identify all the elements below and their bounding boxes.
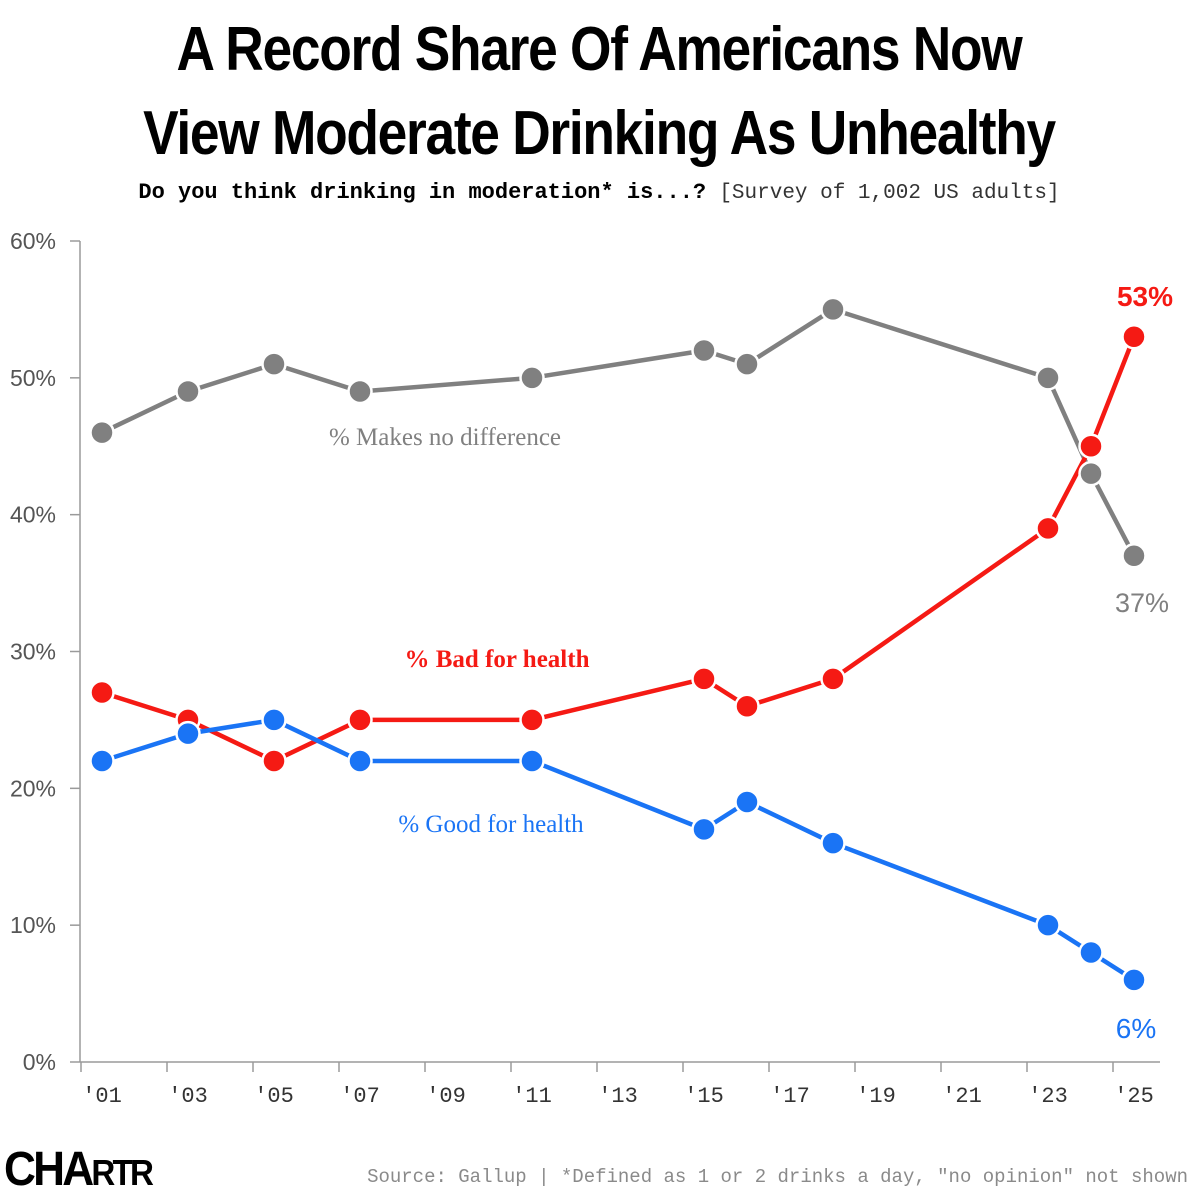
data-point xyxy=(734,351,760,377)
logo-text-large: CHA xyxy=(4,1143,94,1196)
data-point xyxy=(347,378,373,405)
data-point xyxy=(1035,912,1061,938)
series-end-label: 37% xyxy=(1115,588,1169,618)
data-point xyxy=(89,419,115,446)
data-point xyxy=(691,816,717,843)
y-tick-label: 50% xyxy=(10,365,56,391)
chart-title: A Record Share Of Americans Now View Mod… xyxy=(0,8,1198,175)
data-point xyxy=(820,666,846,692)
chartr-logo: CHARTR xyxy=(4,1142,154,1197)
x-tick-label: '19 xyxy=(856,1084,896,1109)
data-point xyxy=(175,378,201,405)
data-point xyxy=(734,789,760,815)
data-point xyxy=(261,707,287,733)
x-tick-label: '05 xyxy=(254,1084,294,1109)
y-tick-label: 20% xyxy=(10,775,56,801)
data-point xyxy=(1078,939,1104,966)
x-tick-label: '11 xyxy=(512,1084,552,1109)
data-point xyxy=(347,748,373,774)
y-tick-label: 30% xyxy=(10,639,56,665)
data-point xyxy=(1121,542,1147,569)
data-point xyxy=(820,830,846,856)
subtitle-note: [Survey of 1,002 US adults] xyxy=(719,182,1060,205)
y-tick-label: 60% xyxy=(10,228,56,254)
data-point xyxy=(175,720,201,747)
chart-title-line-2: View Moderate Drinking As Unhealthy xyxy=(143,98,1056,168)
data-point xyxy=(89,748,115,774)
y-tick-label: 40% xyxy=(10,502,56,528)
y-tick-label: 0% xyxy=(23,1049,56,1075)
x-tick-label: '07 xyxy=(340,1084,380,1109)
series-line xyxy=(99,334,1137,764)
data-point xyxy=(691,666,717,692)
data-point xyxy=(1035,365,1061,391)
data-point xyxy=(519,748,545,774)
data-point xyxy=(519,365,545,391)
data-point xyxy=(519,707,545,733)
series-label: % Good for health xyxy=(398,811,584,838)
series-line xyxy=(99,307,1137,558)
data-point xyxy=(261,748,287,774)
x-tick-label: '23 xyxy=(1028,1084,1068,1109)
source-note: Source: Gallup | *Defined as 1 or 2 drin… xyxy=(367,1166,1188,1188)
x-tick-label: '17 xyxy=(770,1084,810,1109)
logo-text-small: RTR xyxy=(91,1152,154,1193)
series-label: % Makes no difference xyxy=(329,424,561,451)
x-tick-label: '15 xyxy=(684,1084,724,1109)
x-tick-label: '13 xyxy=(598,1084,638,1109)
subtitle-question: Do you think drinking in moderation* is.… xyxy=(138,180,707,205)
data-point xyxy=(691,337,717,364)
data-point xyxy=(734,693,760,719)
data-point xyxy=(347,707,373,733)
series-line xyxy=(99,717,1137,983)
chart-subtitle: Do you think drinking in moderation* is.… xyxy=(0,180,1198,205)
data-point xyxy=(261,351,287,377)
series-end-label: 53% xyxy=(1117,281,1173,312)
series-label: % Bad for health xyxy=(405,646,590,673)
x-tick-label: '03 xyxy=(168,1084,208,1109)
data-point xyxy=(1035,515,1061,542)
x-tick-label: '25 xyxy=(1114,1084,1154,1109)
data-point xyxy=(1121,967,1147,993)
data-point xyxy=(1121,324,1147,350)
chart-title-line-1: A Record Share Of Americans Now xyxy=(176,15,1023,84)
x-tick-label: '01 xyxy=(82,1084,122,1109)
data-point xyxy=(89,679,115,706)
series-end-label: 6% xyxy=(1116,1013,1156,1044)
x-tick-label: '21 xyxy=(942,1084,982,1109)
x-tick-label: '09 xyxy=(426,1084,466,1109)
y-tick-label: 10% xyxy=(10,912,56,938)
data-point xyxy=(1078,433,1104,459)
data-point xyxy=(1078,460,1104,487)
data-point xyxy=(820,296,846,323)
